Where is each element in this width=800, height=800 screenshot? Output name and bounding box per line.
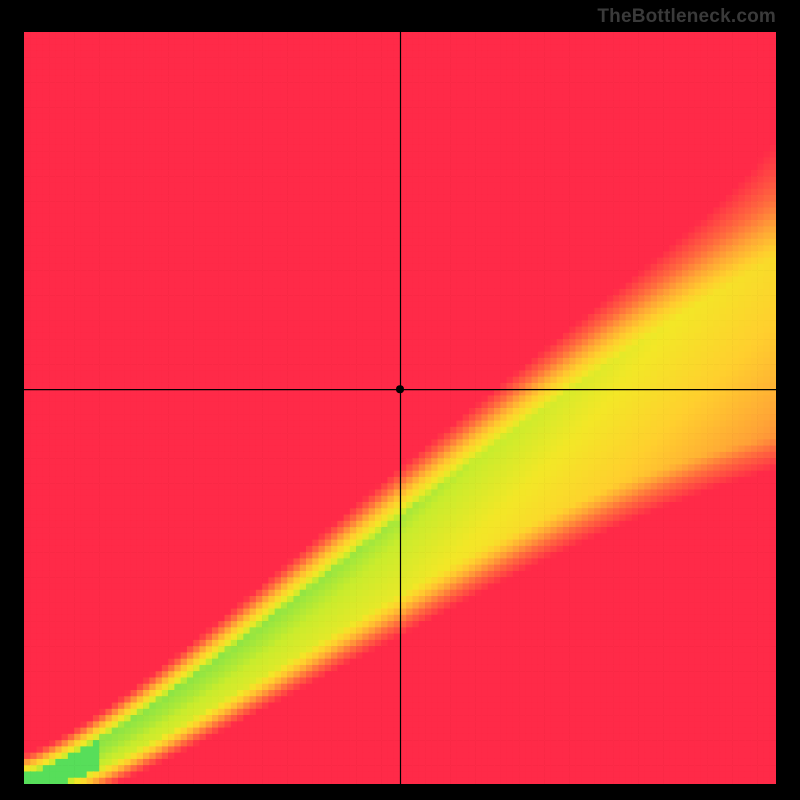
attribution-text: TheBottleneck.com: [597, 6, 776, 28]
chart-frame: TheBottleneck.com: [0, 0, 800, 800]
bottleneck-heatmap: [24, 32, 776, 784]
